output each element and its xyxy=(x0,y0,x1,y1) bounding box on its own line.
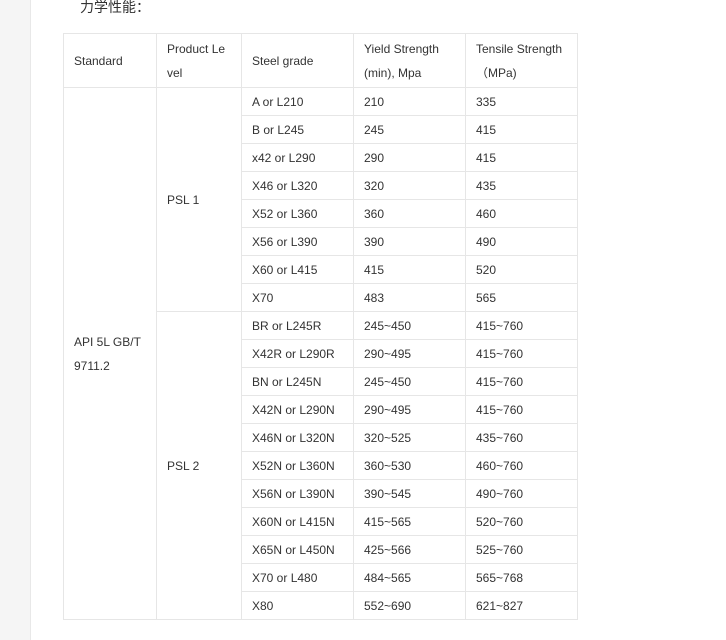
data-cell: X60 or L415 xyxy=(241,255,354,284)
data-cell: 415~760 xyxy=(465,395,578,424)
data-cell: 565~768 xyxy=(465,563,578,592)
data-cell: 320 xyxy=(353,171,466,200)
data-cell: 435~760 xyxy=(465,423,578,452)
data-cell: 490~760 xyxy=(465,479,578,508)
data-cell: 425~566 xyxy=(353,535,466,564)
table-row: X46 or L320 320 435 xyxy=(64,171,578,200)
data-cell: X46N or L320N xyxy=(241,423,354,452)
data-cell: 490 xyxy=(465,227,578,256)
data-cell: X42R or L290R xyxy=(241,339,354,368)
data-cell: X46 or L320 xyxy=(241,171,354,200)
data-cell: 415~565 xyxy=(353,507,466,536)
header-cell: Steel grade xyxy=(241,33,354,88)
table-row: X56 or L390 390 490 xyxy=(64,227,578,256)
data-cell: 520 xyxy=(465,255,578,284)
table-row: X80 552~690 621~827 xyxy=(64,591,578,620)
data-cell: X42N or L290N xyxy=(241,395,354,424)
data-cell: 525~760 xyxy=(465,535,578,564)
header-cell: Standard xyxy=(63,33,157,88)
data-cell: X52 or L360 xyxy=(241,199,354,228)
data-cell: 390~545 xyxy=(353,479,466,508)
data-cell: 460~760 xyxy=(465,451,578,480)
data-cell: 552~690 xyxy=(353,591,466,620)
data-cell: 290 xyxy=(353,143,466,172)
table-row: X60 or L415 415 520 xyxy=(64,255,578,284)
level-cell: PSL 1 xyxy=(156,87,242,312)
left-gutter xyxy=(0,0,31,640)
header-row: Standard Product Le vel Steel grade Yield S… xyxy=(63,33,578,88)
data-cell: BR or L245R xyxy=(241,311,354,340)
data-cell: 390 xyxy=(353,227,466,256)
data-cell: X70 xyxy=(241,283,354,312)
data-cell: 290~495 xyxy=(353,339,466,368)
table-row: PSL 2 BR or L245R 245~450 415~760 xyxy=(64,311,578,620)
data-cell: 520~760 xyxy=(465,507,578,536)
table-row: X70 483 565 xyxy=(64,283,578,312)
data-cell: 320~525 xyxy=(353,423,466,452)
data-cell: 210 xyxy=(353,87,466,116)
level-cell: PSL 2 xyxy=(156,311,242,620)
data-cell: 565 xyxy=(465,283,578,312)
section-title: 力学性能： xyxy=(80,0,150,15)
data-cell: 245~450 xyxy=(353,367,466,396)
data-cell: 435 xyxy=(465,171,578,200)
table-row: X42R or L290R 290~495 415~760 xyxy=(64,339,578,368)
table-row: x42 or L290 290 415 xyxy=(64,143,578,172)
data-cell: X80 xyxy=(241,591,354,620)
data-cell: X65N or L450N xyxy=(241,535,354,564)
data-cell: 415 xyxy=(353,255,466,284)
data-cell: BN or L245N xyxy=(241,367,354,396)
table-row: B or L245 245 415 xyxy=(64,115,578,144)
data-cell: X70 or L480 xyxy=(241,563,354,592)
data-cell: x42 or L290 xyxy=(241,143,354,172)
data-cell: B or L245 xyxy=(241,115,354,144)
table-row: X70 or L480 484~565 565~768 xyxy=(64,563,578,592)
data-cell: 415 xyxy=(465,143,578,172)
header-cell: Product Le vel xyxy=(156,33,242,88)
data-cell: 460 xyxy=(465,199,578,228)
data-cell: X56 or L390 xyxy=(241,227,354,256)
table-row: X52 or L360 360 460 xyxy=(64,199,578,228)
data-cell: 415~760 xyxy=(465,367,578,396)
data-cell: 335 xyxy=(465,87,578,116)
standard-cell: API 5L GB/T 9711.2 xyxy=(63,87,157,620)
table-row: X52N or L360N 360~530 460~760 xyxy=(64,451,578,480)
data-cell: X52N or L360N xyxy=(241,451,354,480)
data-cell: 483 xyxy=(353,283,466,312)
data-cell: 245~450 xyxy=(353,311,466,340)
data-cell: 360~530 xyxy=(353,451,466,480)
data-cell: X60N or L415N xyxy=(241,507,354,536)
data-cell: 245 xyxy=(353,115,466,144)
data-cell: 415~760 xyxy=(465,339,578,368)
table-row: X60N or L415N 415~565 520~760 xyxy=(64,507,578,536)
mechanical-properties-table: Standard Product Le vel Steel grade Yield S… xyxy=(63,33,578,620)
data-cell: 484~565 xyxy=(353,563,466,592)
header-cell: Yield Strength (min), Mpa xyxy=(353,33,466,88)
header-cell: Tensile Strength （MPa) xyxy=(465,33,578,88)
data-cell: 415~760 xyxy=(465,311,578,340)
data-cell: A or L210 xyxy=(241,87,354,116)
data-cell: 415 xyxy=(465,115,578,144)
table-row: X42N or L290N 290~495 415~760 xyxy=(64,395,578,424)
data-cell: 621~827 xyxy=(465,591,578,620)
table-row: BN or L245N 245~450 415~760 xyxy=(64,367,578,396)
data-cell: 360 xyxy=(353,199,466,228)
data-cell: X56N or L390N xyxy=(241,479,354,508)
data-cell: 290~495 xyxy=(353,395,466,424)
